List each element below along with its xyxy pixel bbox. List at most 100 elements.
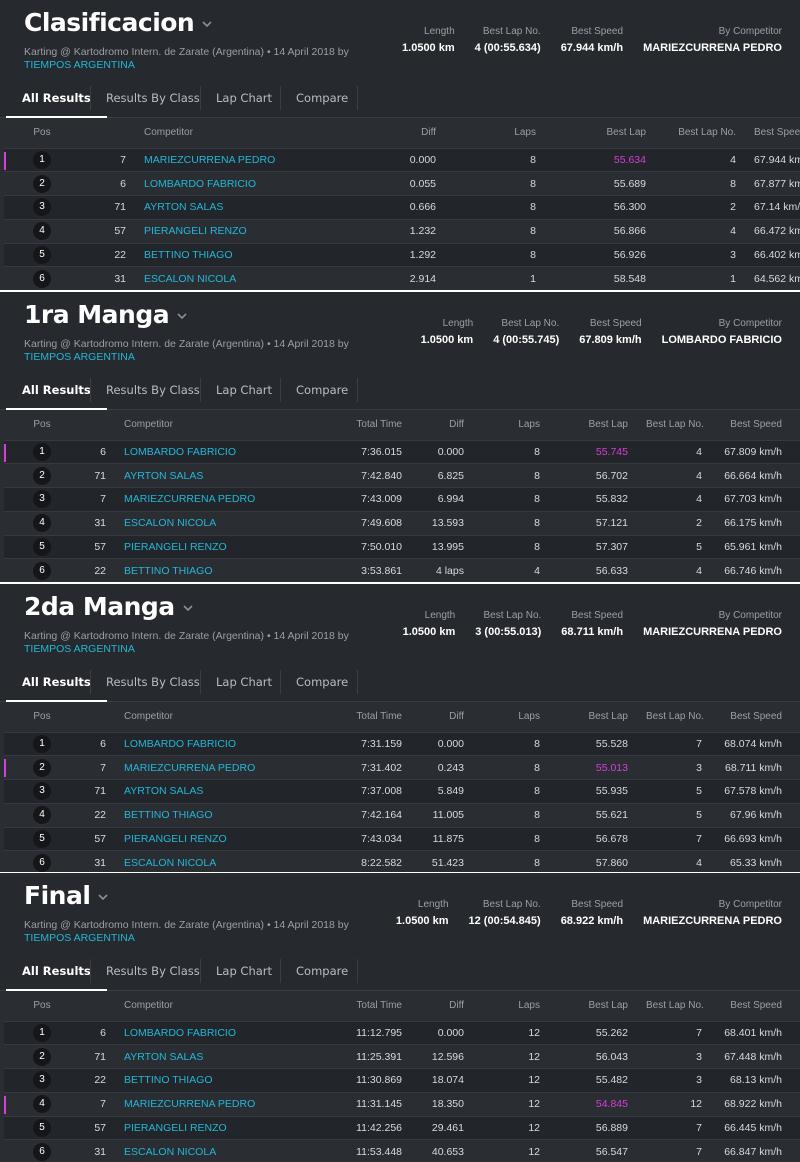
column-header[interactable] [80,410,124,440]
session-title[interactable]: Clasificacion [24,8,214,37]
table-row[interactable]: 2 71 AYRTON SALAS 7:42.840 6.825 8 56.702 4 66.6… [4,463,800,488]
column-header[interactable]: Laps [518,419,540,431]
tab-all-results[interactable]: All Results [6,662,107,702]
column-header[interactable]: Laps [518,711,540,723]
competitor-link[interactable]: LOMBARDO FABRICIO [124,731,324,756]
table-row[interactable]: 5 57 PIERANGELI RENZO 11:42.256 29.461 12 56.8… [4,1115,800,1140]
tab-compare[interactable]: Compare [296,964,349,978]
table-row[interactable]: 1 6 LOMBARDO FABRICIO 11:12.795 0.000 12 55.26… [4,1020,800,1045]
tab-all-results[interactable]: All Results [6,78,107,118]
chevron-down-icon[interactable] [200,17,214,31]
tab-compare[interactable]: Compare [296,675,349,689]
competitor-link[interactable]: MARIEZCURRENA PEDRO [124,1091,324,1117]
competitor-link[interactable]: LOMBARDO FABRICIO [124,439,324,464]
column-header[interactable]: Pos [33,711,51,723]
column-header[interactable]: Pos [33,127,51,139]
chevron-down-icon[interactable] [175,309,189,323]
session-title[interactable]: 1ra Manga [24,300,189,329]
table-row[interactable]: 6 22 BETTINO THIAGO 3:53.861 4 laps 4 56.633 4 6… [4,558,800,582]
column-header[interactable]: Best Lap No. [646,711,704,723]
tab-lap-chart[interactable]: Lap Chart [216,964,273,978]
competitor-link[interactable]: BETTINO THIAGO [124,558,324,582]
table-row[interactable]: 4 57 PIERANGELI RENZO 1.232 8 56.866 4 66.472 k… [4,218,800,244]
session-title[interactable]: Final [24,881,110,910]
column-header[interactable]: Diff [449,419,464,431]
column-header[interactable]: Diff [449,1000,464,1012]
competitor-link[interactable]: MARIEZCURRENA PEDRO [124,487,324,512]
column-header[interactable]: Laps [518,1000,540,1012]
column-header[interactable]: Pos [33,1000,51,1012]
tab-all-results[interactable]: All Results [6,370,107,410]
competitor-link[interactable]: PIERANGELI RENZO [124,1115,324,1140]
column-header[interactable] [80,991,124,1021]
column-header[interactable]: Best Lap [588,419,628,431]
org-link[interactable]: TIEMPOS ARGENTINA [24,643,135,655]
competitor-link[interactable]: LOMBARDO FABRICIO [144,171,354,196]
chevron-down-icon[interactable] [96,890,110,904]
competitor-link[interactable]: ESCALON NICOLA [124,1139,324,1162]
column-header[interactable] [80,118,144,148]
column-header[interactable]: Best Speed [730,711,782,723]
competitor-link[interactable]: MARIEZCURRENA PEDRO [124,755,324,780]
column-header[interactable]: Total Time [356,1000,402,1012]
competitor-link[interactable]: PIERANGELI RENZO [124,534,324,559]
table-row[interactable]: 5 57 PIERANGELI RENZO 7:43.034 11.875 8 56.678… [4,826,800,851]
column-header[interactable]: Best Speed [754,127,800,139]
table-row[interactable]: 3 7 MARIEZCURRENA PEDRO 7:43.009 6.994 8 55.83… [4,487,800,512]
competitor-link[interactable]: BETTINO THIAGO [144,242,354,267]
competitor-link[interactable]: AYRTON SALAS [144,195,354,220]
column-header[interactable]: Competitor [124,1000,173,1012]
column-header[interactable]: Best Speed [730,1000,782,1012]
table-row[interactable]: 1 6 LOMBARDO FABRICIO 7:36.015 0.000 8 55.745 4… [4,439,800,464]
table-row[interactable]: 4 22 BETTINO THIAGO 7:42.164 11.005 8 55.621 5 6… [4,802,800,828]
table-row[interactable]: 3 22 BETTINO THIAGO 11:30.869 18.074 12 55.482… [4,1068,800,1093]
org-link[interactable]: TIEMPOS ARGENTINA [24,351,135,363]
column-header[interactable]: Competitor [144,127,193,139]
table-row[interactable]: 5 57 PIERANGELI RENZO 7:50.010 13.995 8 57.307… [4,534,800,559]
competitor-link[interactable]: ESCALON NICOLA [144,266,354,290]
column-header[interactable]: Competitor [124,419,173,431]
competitor-link[interactable]: AYRTON SALAS [124,779,324,804]
org-link[interactable]: TIEMPOS ARGENTINA [24,59,135,71]
column-header[interactable]: Best Lap [606,127,646,139]
column-header[interactable]: Best Lap [588,711,628,723]
tab-compare[interactable]: Compare [296,383,349,397]
column-header[interactable]: Pos [33,419,51,431]
column-header[interactable]: Best Lap No. [646,419,704,431]
column-header[interactable] [80,702,124,732]
competitor-link[interactable]: PIERANGELI RENZO [144,218,354,244]
competitor-link[interactable]: AYRTON SALAS [124,1044,324,1069]
table-row[interactable]: 2 7 MARIEZCURRENA PEDRO 7:31.402 0.243 8 55.01… [4,755,800,780]
tab-results-by-class[interactable]: Results By Class [106,91,200,105]
column-header[interactable]: Best Lap No. [678,127,736,139]
tab-results-by-class[interactable]: Results By Class [106,383,200,397]
column-header[interactable]: Best Lap [588,1000,628,1012]
competitor-link[interactable]: BETTINO THIAGO [124,802,324,828]
column-header[interactable]: Total Time [356,711,402,723]
competitor-link[interactable]: AYRTON SALAS [124,463,324,488]
tab-lap-chart[interactable]: Lap Chart [216,383,273,397]
competitor-link[interactable]: MARIEZCURRENA PEDRO [144,147,354,172]
tab-all-results[interactable]: All Results [6,951,107,991]
table-row[interactable]: 2 6 LOMBARDO FABRICIO 0.055 8 55.689 8 67.877 k… [4,171,800,196]
column-header[interactable]: Competitor [124,711,173,723]
column-header[interactable]: Laps [514,127,536,139]
tab-results-by-class[interactable]: Results By Class [106,675,200,689]
table-row[interactable]: 3 71 AYRTON SALAS 7:37.008 5.849 8 55.935 5 67.5… [4,779,800,804]
competitor-link[interactable]: LOMBARDO FABRICIO [124,1020,324,1045]
table-row[interactable]: 6 31 ESCALON NICOLA 8:22.582 51.423 8 57.860 4 6… [4,850,800,872]
tab-results-by-class[interactable]: Results By Class [106,964,200,978]
table-row[interactable]: 1 7 MARIEZCURRENA PEDRO 0.000 8 55.634 4 67.944… [4,147,800,172]
competitor-link[interactable]: ESCALON NICOLA [124,850,324,872]
session-title[interactable]: 2da Manga [24,592,195,621]
tab-lap-chart[interactable]: Lap Chart [216,675,273,689]
column-header[interactable]: Best Lap No. [646,1000,704,1012]
column-header[interactable]: Diff [421,127,436,139]
column-header[interactable]: Best Speed [730,419,782,431]
table-row[interactable]: 2 71 AYRTON SALAS 11:25.391 12.596 12 56.043 3 6… [4,1044,800,1069]
table-row[interactable]: 4 31 ESCALON NICOLA 7:49.608 13.593 8 57.121 2 6… [4,510,800,536]
tab-compare[interactable]: Compare [296,91,349,105]
tab-lap-chart[interactable]: Lap Chart [216,91,273,105]
